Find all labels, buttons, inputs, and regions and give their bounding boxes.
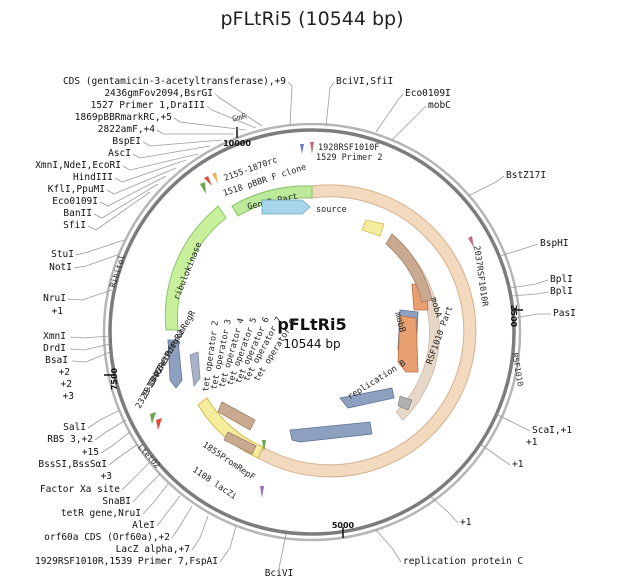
site-left-3: 1869pBBRmarkRC,+5 [75,112,172,123]
primer-1928RSF1010F: 1928RSF1010F [318,143,379,153]
site-left-11: BanII [63,208,92,219]
site-left-20: +2 [59,367,70,378]
site-right-4: BspHI [540,238,569,249]
source-feature [261,199,311,215]
tick-5000: 5000 [332,521,355,530]
site-left-13: StuI [51,249,74,260]
blue-gray-feature-2 [189,351,201,388]
site-left-15: NruI [43,293,66,304]
site-left-17: XmnI [43,331,66,342]
site-left-5: BspEI [112,136,141,147]
site-left-30: tetR gene,NruI [61,508,141,519]
leader-lines [67,81,551,569]
mobB-feature [397,315,419,373]
tan-feature-1 [217,401,256,431]
site-left-22: +3 [63,391,74,402]
tick-2500: 2500 [509,305,518,328]
site-right-8: ScaI,+1 [532,425,572,436]
small-gray-feature [397,395,413,411]
site-left-29: SnaBI [102,496,131,507]
site-right-11: +1 [460,517,472,528]
primer-1529-primer-2: 1529 Primer 2 [316,153,383,163]
site-right-1: Eco0109I [405,88,451,99]
site-left-2: 1527 Primer 1,DraIII [91,100,205,111]
site-left-6: AscI [108,148,131,159]
site-left-26: BssSI,BssSαI [38,459,107,470]
site-left-33: LacZ alpha,+7 [116,544,190,555]
blue-gray-feature-1 [167,339,183,389]
ribulokinase-feature [164,205,227,331]
arc-label-ribitol: Ribitol [108,254,127,289]
site-right-10: +1 [512,459,524,470]
site-left-19: BsaI [45,355,68,366]
tick-10000: 10000 [223,139,251,148]
site-left-7: XmnI,NdeI,EcoRI [35,160,121,171]
site-left-1: 2436gmFov2094,BsrGI [104,88,213,99]
site-left-25: +15 [82,447,99,458]
site-left-32: orf60a CDS (Orf60a),+2 [44,532,170,543]
site-left-8: HindIII [73,172,113,183]
site-left-27: +3 [101,471,112,482]
site-left-24: RBS 3,+2 [47,434,93,445]
site-right-9: +1 [526,437,538,448]
right-site-labels: BciVI,SfiI Eco0109I mobC BstZ17I BspHI B… [336,76,576,567]
site-left-18: DrdI [43,343,66,354]
site-left-21: +2 [61,379,72,390]
center-plasmid-length: 10544 bp [283,337,340,351]
tan-feature-2 [223,431,257,455]
site-left-10: Eco0109I [52,196,98,207]
blue-feature-bottom-1 [289,421,373,443]
tan-feature-right [385,233,433,303]
source-label: source [316,205,347,215]
site-right-0: BciVI,SfiI [336,76,393,87]
map-title: pFLtRi5 (10544 bp) [220,8,403,30]
primer-2037RSF1010R: 2037RSF1010R [471,245,490,308]
site-left-9: KflI,PpuMI [48,184,105,195]
site-right-6: BplI [550,286,573,297]
backbone [102,122,522,542]
primer-2329-1792RC: 2329-1792RC [134,357,171,411]
yellow-feature-top [361,219,385,237]
site-left-23: SalI [63,422,86,433]
blue-feature-bottom-2 [339,387,395,409]
arc-label-rsf1010: RSF1010 [510,352,525,387]
site-left-16: +1 [52,306,64,317]
site-left-14: NotI [49,262,72,273]
center-plasmid-name: pFLtRi5 [277,315,346,334]
site-bottom-0: BciVI [265,568,294,579]
site-right-2: mobC [428,100,451,111]
left-site-labels: CDS (gentamicin-3-acetyltransferase),+9 … [35,76,286,567]
site-right-7: PasI [553,308,576,319]
primer-markers [150,142,474,498]
site-right-3: BstZ17I [506,170,546,181]
site-right-5: BplI [550,274,573,285]
site-left-28: Factor Xa site [40,484,120,495]
arc-label-gmr: GmR [231,111,247,123]
arc-label-ltet02: LtetO2 [136,443,162,471]
site-left-4: 2822amF,+4 [98,124,155,135]
tick-7500: 7500 [110,367,119,390]
site-left-0: CDS (gentamicin-3-acetyltransferase),+9 [63,76,286,87]
site-left-34: 1929RSF1010R,1539 Primer 7,FspAI [35,556,218,567]
site-left-31: AleI [132,520,155,531]
site-left-12: SfiI [63,220,86,231]
site-right-12: replication protein C [403,556,523,567]
tick-marks: 10000 2500 5000 7500 [104,127,523,538]
